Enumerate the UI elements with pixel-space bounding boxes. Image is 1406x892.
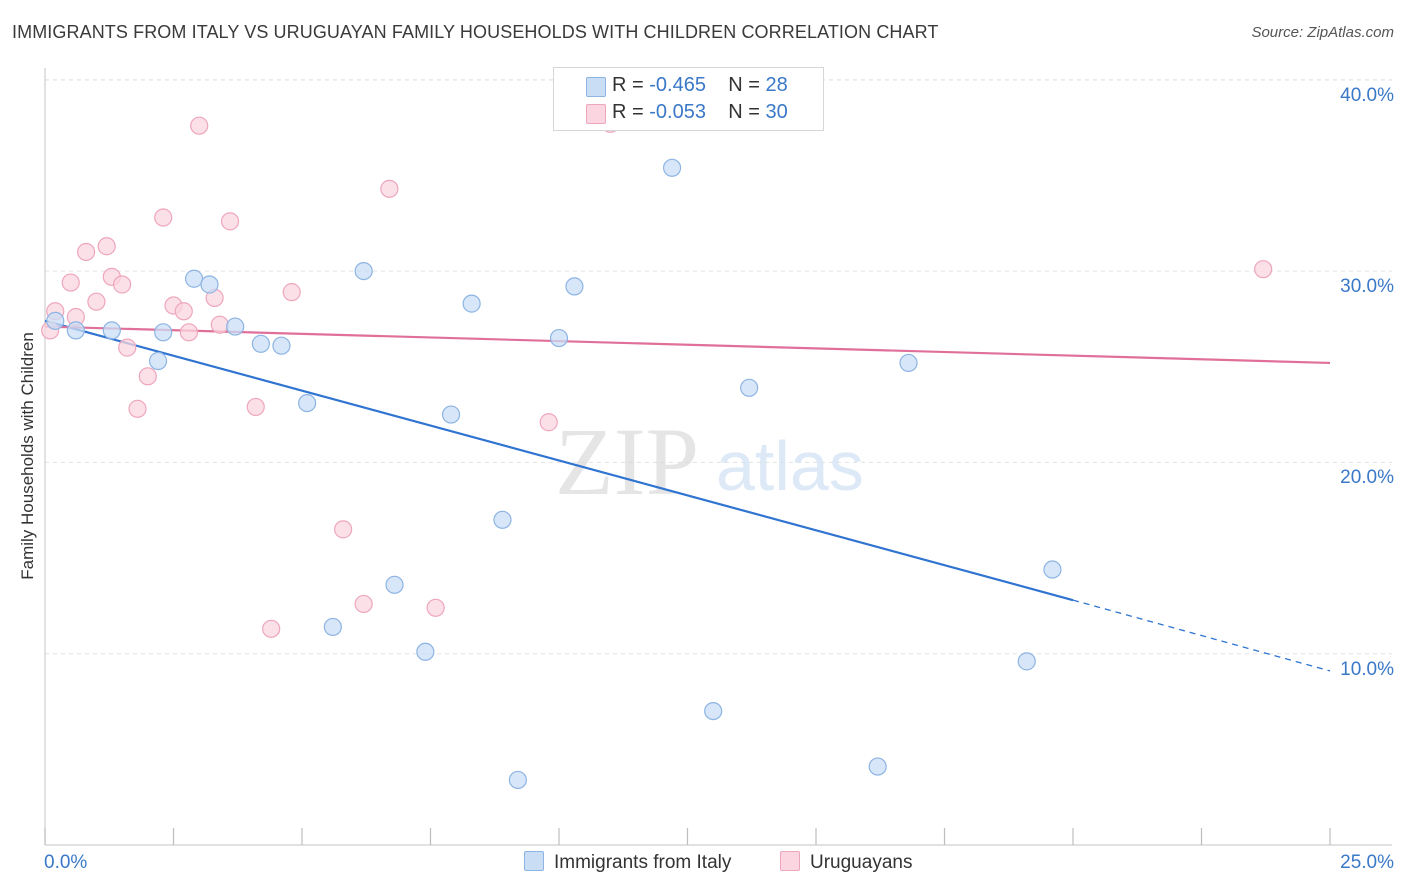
point-uruguayans [138, 367, 157, 386]
point-uruguayans [210, 315, 229, 334]
watermark-atlas: atlas [716, 427, 864, 505]
watermark-zip: ZIP [555, 408, 699, 515]
stats-row-uruguayans: R = -0.053 N = 30 [586, 101, 788, 127]
point-uruguayans [77, 242, 96, 262]
point-italy [868, 757, 887, 776]
point-uruguayans [539, 413, 558, 432]
point-uruguayans [1254, 260, 1273, 279]
point-uruguayans [220, 212, 240, 231]
chart-title: IMMIGRANTS FROM ITALY VS URUGUAYAN FAMIL… [12, 22, 939, 42]
x-tick-label-min: 0.0% [44, 852, 88, 873]
legend-swatch-uruguayans [780, 851, 800, 871]
point-italy [1017, 652, 1036, 671]
point-italy [704, 701, 723, 721]
source-label: Source: ZipAtlas.com [1251, 24, 1394, 41]
legend-label-italy: Immigrants from Italy [554, 852, 732, 873]
point-uruguayans [87, 292, 106, 311]
point-italy [462, 294, 481, 313]
point-italy [272, 336, 291, 355]
axes [44, 68, 1392, 846]
point-uruguayans [354, 594, 373, 614]
stats-swatch-uruguayans [586, 104, 606, 124]
point-italy [184, 269, 204, 288]
n-value: 28 [765, 74, 788, 96]
legend-item-italy[interactable]: Immigrants from Italy [524, 851, 731, 877]
point-uruguayans [112, 275, 132, 294]
point-italy [154, 323, 173, 342]
legend-item-uruguayans[interactable]: Uruguayans [780, 851, 912, 877]
point-italy [66, 321, 85, 340]
stats-box: R = -0.465 N = 28 R = -0.053 N = 30 [553, 67, 824, 131]
point-italy [102, 321, 121, 340]
point-italy [298, 393, 317, 413]
point-italy [441, 405, 461, 424]
grid-lines [45, 79, 1392, 655]
point-uruguayans [61, 273, 80, 292]
y-tick-label: 20.0% [1340, 467, 1394, 489]
stats-row-italy: R = -0.465 N = 28 [586, 74, 788, 100]
point-italy [46, 311, 65, 330]
point-italy [251, 334, 270, 353]
trend-line-italy [44, 319, 1074, 602]
point-italy [899, 353, 918, 373]
point-italy [549, 328, 569, 348]
point-uruguayans [174, 302, 193, 321]
r-label: R = [612, 74, 644, 96]
point-uruguayans [380, 179, 399, 198]
point-uruguayans [426, 598, 445, 617]
trend-lines [44, 319, 1331, 672]
point-uruguayans [190, 116, 209, 135]
point-italy [565, 277, 584, 296]
watermark: ZIP atlas [555, 408, 864, 515]
point-italy [493, 510, 512, 529]
point-italy [148, 351, 168, 371]
point-uruguayans [128, 399, 147, 418]
legend-label-uruguayans: Uruguayans [810, 852, 913, 873]
trend-line-italy-extension [1072, 599, 1331, 672]
data-points [41, 114, 1273, 790]
y-axis-title: Family Households with Children [18, 332, 37, 580]
y-tick-label: 30.0% [1340, 276, 1394, 298]
n-label: N = [728, 74, 760, 96]
n-label: N = [728, 101, 760, 123]
point-italy [200, 275, 219, 294]
y-tick-label: 10.0% [1340, 658, 1394, 680]
point-uruguayans [154, 208, 173, 227]
point-uruguayans [282, 283, 301, 302]
point-italy [354, 262, 373, 281]
x-tick-label-max: 25.0% [1340, 852, 1394, 873]
n-value: 30 [765, 101, 788, 123]
point-italy [226, 317, 245, 336]
stats-swatch-italy [586, 77, 606, 97]
r-value: -0.053 [649, 101, 706, 123]
point-italy [662, 158, 682, 177]
trend-line-uruguayans [44, 325, 1331, 365]
point-italy [323, 617, 342, 637]
point-uruguayans [262, 619, 281, 638]
point-uruguayans [334, 520, 353, 539]
r-value: -0.465 [649, 74, 706, 96]
r-label: R = [612, 101, 644, 123]
y-tick-label: 40.0% [1340, 84, 1394, 106]
point-uruguayans [179, 323, 199, 342]
point-uruguayans [246, 397, 265, 417]
point-uruguayans [97, 237, 116, 256]
legend-swatch-italy [524, 851, 544, 871]
point-italy [508, 770, 527, 790]
point-italy [1043, 560, 1062, 579]
point-uruguayans [118, 338, 137, 357]
point-italy [416, 642, 435, 661]
point-italy [740, 378, 759, 397]
point-italy [385, 575, 404, 594]
